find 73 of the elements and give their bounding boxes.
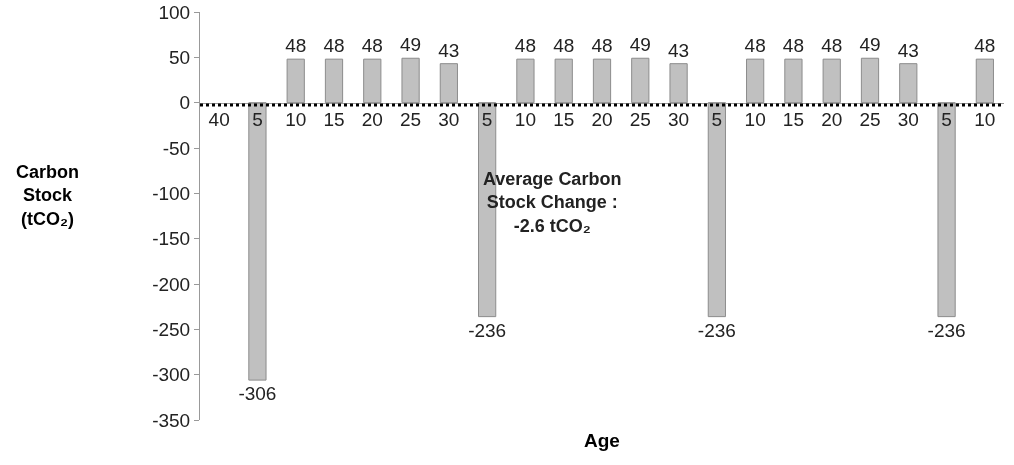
x-tick-label: 10	[514, 109, 536, 131]
bar	[286, 58, 305, 104]
bar	[975, 58, 994, 104]
bar	[937, 102, 956, 318]
data-label: -236	[927, 319, 966, 341]
data-label: 48	[744, 35, 766, 57]
x-tick-label: 10	[744, 109, 766, 131]
data-label: 48	[285, 35, 307, 57]
x-tick-label: 10	[285, 109, 307, 131]
x-tick-label: 5	[481, 109, 493, 131]
y-tick-label: -150	[152, 228, 191, 250]
y-tick-label: 50	[169, 46, 191, 68]
data-label: 48	[323, 35, 345, 57]
y-tick-label: 100	[158, 1, 191, 23]
data-label: -306	[238, 383, 277, 405]
bar	[669, 63, 688, 104]
x-tick-label: 25	[629, 109, 651, 131]
y-tick-label: -100	[152, 182, 191, 204]
y-tick-label: -300	[152, 364, 191, 386]
data-label: -236	[468, 319, 507, 341]
data-label: 49	[629, 34, 651, 56]
bar	[899, 63, 918, 104]
y-tick-label: -250	[152, 318, 191, 340]
bar	[784, 58, 803, 104]
y-tick-label: 0	[179, 92, 191, 114]
x-tick-label: 5	[252, 109, 263, 131]
x-tick-label: 25	[400, 109, 422, 131]
x-tick-label: 5	[711, 109, 723, 131]
data-label: 43	[897, 39, 919, 61]
data-label: 48	[361, 35, 383, 57]
bar	[516, 58, 535, 104]
data-label: -236	[697, 319, 736, 341]
y-tick-label: -200	[152, 273, 191, 295]
x-tick-label: 30	[668, 109, 690, 131]
bar	[248, 102, 267, 381]
bar	[363, 58, 382, 104]
ref-line-label: Average Carbon Stock Change : -2.6 tCO₂	[483, 169, 622, 236]
data-label: 43	[438, 39, 460, 61]
bar	[860, 57, 880, 104]
data-label: 49	[859, 34, 881, 56]
bar	[746, 58, 765, 104]
bar	[592, 58, 612, 104]
x-tick-label: 5	[941, 109, 952, 131]
bar	[554, 58, 573, 104]
x-tick-label: 15	[323, 109, 345, 131]
x-tick-label: 30	[438, 109, 460, 131]
bar	[324, 58, 344, 104]
bar	[707, 102, 726, 318]
bar	[439, 63, 458, 104]
data-label: 48	[553, 35, 575, 57]
x-tick-label: 15	[782, 109, 804, 131]
data-label: 48	[974, 35, 996, 57]
data-label: 48	[782, 35, 804, 57]
data-label: 48	[821, 35, 843, 57]
bar	[822, 58, 841, 104]
x-tick-label: 30	[897, 109, 919, 131]
data-label: 49	[400, 34, 422, 56]
x-tick-label: 15	[553, 109, 575, 131]
data-label: 48	[514, 35, 536, 57]
x-tick-label: 20	[821, 109, 843, 131]
data-label: 48	[591, 35, 613, 57]
y-axis-title: Carbon Stock (tCO₂)	[16, 162, 79, 229]
data-label: 43	[668, 39, 690, 61]
bar	[631, 57, 650, 104]
x-tick-label: 25	[859, 109, 881, 131]
y-tick-label: -50	[162, 137, 191, 159]
y-tick-label: -350	[152, 409, 191, 431]
x-tick-label: 20	[361, 109, 383, 131]
bar	[401, 57, 420, 104]
x-axis-title: Age	[584, 430, 620, 451]
x-tick-label: 10	[974, 109, 996, 131]
x-tick-label: 20	[591, 109, 613, 131]
x-tick-label: 40	[208, 109, 230, 131]
